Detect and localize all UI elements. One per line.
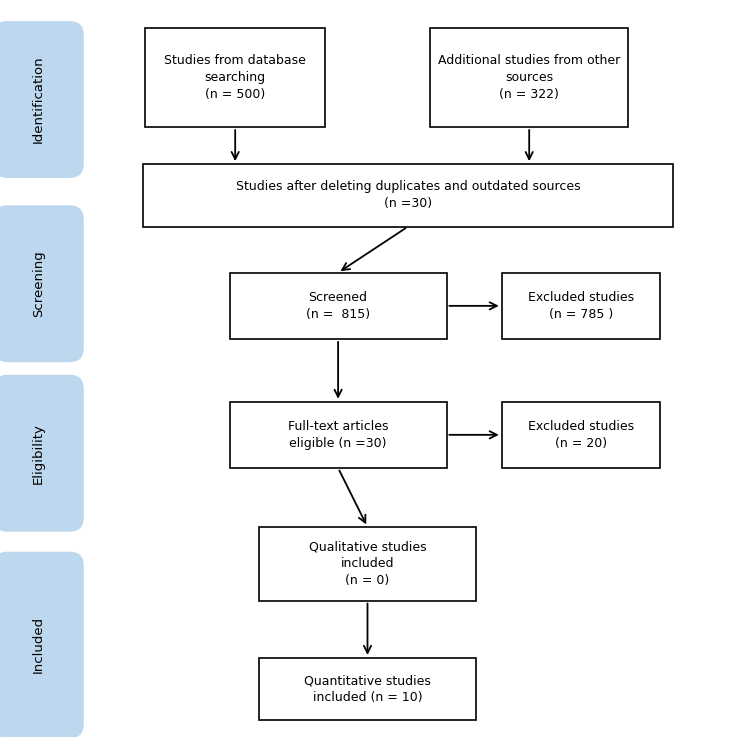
Bar <box>259 657 476 721</box>
Bar <box>143 164 673 227</box>
Text: Studies from database
searching
(n = 500): Studies from database searching (n = 500… <box>164 54 306 101</box>
Bar <box>145 27 325 127</box>
Bar <box>430 27 628 127</box>
Text: Screened
(n =  815): Screened (n = 815) <box>306 291 370 321</box>
Text: Excluded studies
(n = 20): Excluded studies (n = 20) <box>528 420 634 450</box>
Text: Qualitative studies
included
(n = 0): Qualitative studies included (n = 0) <box>309 540 426 587</box>
FancyBboxPatch shape <box>0 206 83 362</box>
Text: Quantitative studies
included (n = 10): Quantitative studies included (n = 10) <box>304 674 431 704</box>
Text: Screening: Screening <box>32 251 45 317</box>
Text: Studies after deleting duplicates and outdated sources
(n =30): Studies after deleting duplicates and ou… <box>236 181 580 210</box>
Text: Full-text articles
eligible (n =30): Full-text articles eligible (n =30) <box>288 420 388 450</box>
Bar <box>501 273 659 339</box>
Bar <box>229 273 446 339</box>
Text: Included: Included <box>32 616 45 674</box>
Text: Identification: Identification <box>32 56 45 143</box>
Bar <box>259 527 476 601</box>
Text: Excluded studies
(n = 785 ): Excluded studies (n = 785 ) <box>528 291 634 321</box>
Text: Additional studies from other
sources
(n = 322): Additional studies from other sources (n… <box>438 54 620 101</box>
FancyBboxPatch shape <box>0 22 83 178</box>
Bar <box>229 402 446 468</box>
FancyBboxPatch shape <box>0 553 83 737</box>
FancyBboxPatch shape <box>0 376 83 531</box>
Bar <box>501 402 659 468</box>
Text: Eligibility: Eligibility <box>32 423 45 483</box>
